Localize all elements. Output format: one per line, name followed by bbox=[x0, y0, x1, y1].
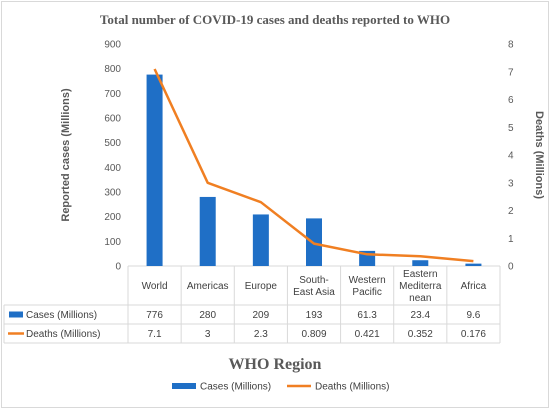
chart-title: Total number of COVID-19 cases and death… bbox=[100, 12, 450, 27]
category-label: Eastern bbox=[403, 269, 437, 280]
category-label: Mediterra bbox=[399, 281, 442, 292]
right-tick-label: 7 bbox=[508, 67, 514, 78]
bar bbox=[252, 214, 269, 266]
table-cell-cases: 280 bbox=[199, 310, 216, 321]
left-tick-label: 0 bbox=[115, 262, 121, 273]
category-label: Europe bbox=[245, 281, 278, 292]
table-cell-deaths: 3 bbox=[205, 329, 211, 340]
table-cell-deaths: 0.176 bbox=[461, 329, 486, 340]
left-axis-ticks: 0 100 200 300 400 500 600 700 800 900 bbox=[104, 40, 121, 273]
left-tick-label: 800 bbox=[104, 64, 121, 75]
right-axis-ticks: 0 1 2 3 4 5 6 7 8 bbox=[508, 40, 514, 273]
left-tick-label: 200 bbox=[104, 212, 121, 223]
x-axis-title: WHO Region bbox=[229, 356, 322, 373]
right-tick-label: 2 bbox=[508, 206, 514, 217]
data-table: World Americas Europe South-East Asia Wester… bbox=[3, 266, 501, 344]
legend: Cases (Millions) Deaths (Millions) bbox=[172, 382, 389, 393]
table-cell-cases: 61.3 bbox=[357, 310, 377, 321]
table-cell-deaths: 2.3 bbox=[254, 329, 268, 340]
right-tick-label: 4 bbox=[508, 151, 514, 162]
right-tick-label: 5 bbox=[508, 123, 514, 134]
left-axis-title: Reported cases (Millions) bbox=[60, 88, 72, 222]
right-tick-label: 3 bbox=[508, 178, 514, 189]
right-tick-label: 6 bbox=[508, 95, 514, 106]
left-tick-label: 600 bbox=[104, 114, 121, 125]
category-label: Western bbox=[349, 275, 386, 286]
right-axis-title: Deaths (Millions) bbox=[533, 111, 545, 199]
left-tick-label: 300 bbox=[104, 188, 121, 199]
deaths-line bbox=[153, 68, 474, 263]
right-tick-label: 0 bbox=[508, 262, 514, 273]
category-label: World bbox=[142, 281, 168, 292]
bar bbox=[146, 74, 163, 266]
table-cell-deaths: 0.421 bbox=[355, 329, 380, 340]
table-cell-cases: 23.4 bbox=[411, 310, 431, 321]
right-tick-label: 1 bbox=[508, 234, 514, 245]
table-cell-cases: 209 bbox=[253, 310, 270, 321]
legend-key-cases bbox=[172, 383, 196, 389]
right-tick-label: 8 bbox=[508, 40, 514, 51]
table-cell-deaths: 7.1 bbox=[148, 329, 162, 340]
category-label: Pacific bbox=[352, 287, 381, 298]
line-series bbox=[153, 68, 474, 263]
left-tick-label: 500 bbox=[104, 138, 121, 149]
left-tick-label: 700 bbox=[104, 89, 121, 100]
table-cell-deaths: 0.352 bbox=[408, 329, 433, 340]
left-tick-label: 100 bbox=[104, 237, 121, 248]
category-label: nean bbox=[409, 293, 431, 304]
legend-label-deaths: Deaths (Millions) bbox=[315, 382, 389, 393]
category-label: East Asia bbox=[293, 287, 335, 298]
category-label: Americas bbox=[187, 281, 229, 292]
table-cell-cases: 776 bbox=[146, 310, 163, 321]
category-label: Africa bbox=[461, 281, 487, 292]
bar bbox=[412, 260, 429, 266]
bar-series bbox=[146, 74, 482, 266]
left-tick-label: 400 bbox=[104, 163, 121, 174]
table-row-label-cases: Cases (Millions) bbox=[26, 310, 97, 321]
table-key-cases bbox=[9, 311, 23, 318]
table-row-label-deaths: Deaths (Millions) bbox=[26, 329, 100, 340]
bar bbox=[199, 196, 216, 266]
category-label: South- bbox=[299, 275, 328, 286]
table-cell-deaths: 0.809 bbox=[301, 329, 326, 340]
left-tick-label: 900 bbox=[104, 40, 121, 51]
legend-label-cases: Cases (Millions) bbox=[200, 382, 271, 393]
table-cell-cases: 193 bbox=[306, 310, 323, 321]
bar bbox=[465, 263, 482, 266]
table-cell-cases: 9.6 bbox=[466, 310, 480, 321]
